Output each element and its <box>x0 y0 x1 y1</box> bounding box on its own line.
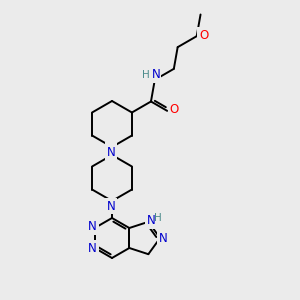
Text: N: N <box>106 143 116 157</box>
Text: N: N <box>106 146 116 158</box>
Text: O: O <box>169 103 179 116</box>
Text: N: N <box>106 200 116 212</box>
Text: N: N <box>147 214 156 227</box>
Text: N: N <box>159 232 167 244</box>
Text: H: H <box>142 70 150 80</box>
Text: N: N <box>88 220 97 233</box>
Text: N: N <box>88 242 97 254</box>
Text: O: O <box>199 29 208 42</box>
Text: N: N <box>152 68 160 81</box>
Text: H: H <box>154 213 162 223</box>
